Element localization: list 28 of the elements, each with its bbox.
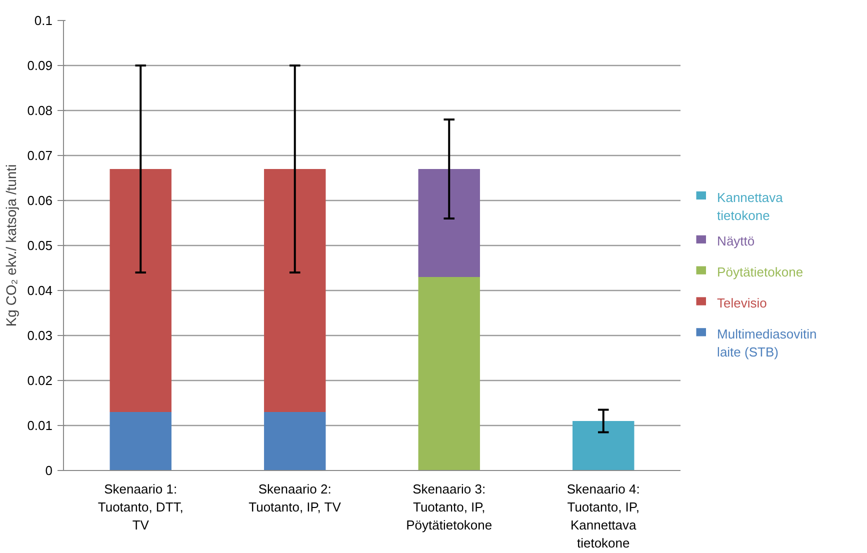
legend-label: Televisio bbox=[717, 296, 767, 311]
y-axis-title: Kg CO₂ ekv./ katsoja /tunti bbox=[3, 164, 20, 327]
bar bbox=[418, 277, 480, 470]
legend-label: Pöytätietokone bbox=[717, 264, 804, 280]
x-tick-label: Skenaario 1: Tuotanto, DTT, TV bbox=[98, 482, 184, 532]
bar bbox=[264, 169, 326, 412]
x-tick-label: Skenaario 3: Tuotanto, IP, Pöytätietokone bbox=[406, 482, 492, 532]
y-tick-label: 0.08 bbox=[27, 103, 53, 118]
y-tick-label: 0.02 bbox=[27, 373, 53, 388]
bar bbox=[110, 412, 172, 470]
bar bbox=[264, 412, 326, 470]
y-tick-label: 0.1 bbox=[34, 13, 53, 28]
y-tick-label: 0 bbox=[45, 463, 53, 478]
bar bbox=[572, 421, 634, 470]
y-tick-label: 0.07 bbox=[27, 148, 53, 163]
y-tick-label: 0.06 bbox=[27, 193, 53, 208]
bar bbox=[418, 169, 480, 277]
x-tick-label: Skenaario 2: Tuotanto, IP, TV bbox=[248, 482, 342, 514]
legend-label: Multimediasovitin laite (STB) bbox=[717, 326, 817, 360]
y-tick-label: 0.03 bbox=[27, 328, 53, 343]
y-tick-label: 0.09 bbox=[27, 58, 53, 73]
bar bbox=[110, 169, 172, 412]
y-tick-label: 0.04 bbox=[27, 283, 53, 298]
y-tick-label: 0.01 bbox=[27, 418, 53, 433]
legend-label: Kannettava tietokone bbox=[717, 190, 784, 223]
x-tick-label: Skenaario 4: Tuotanto, IP, Kannettava tietokone bbox=[566, 482, 640, 550]
y-tick-label: 0.05 bbox=[27, 238, 53, 253]
legend-label: Näyttö bbox=[717, 234, 755, 249]
